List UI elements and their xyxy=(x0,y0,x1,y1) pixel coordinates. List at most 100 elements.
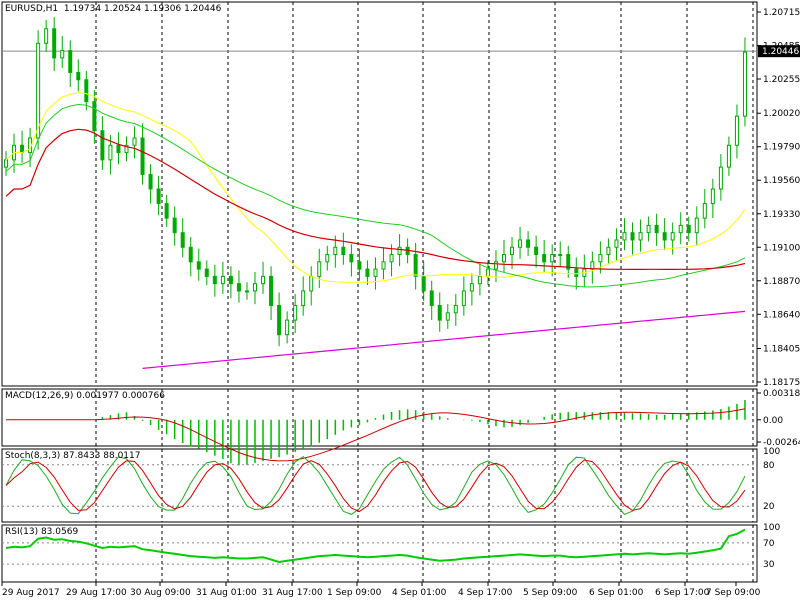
candle-body xyxy=(526,239,531,248)
main-pane-border xyxy=(1,1,758,387)
time-label: 7 Sep 09:00 xyxy=(706,588,761,598)
price-tick-label: 1.19100 xyxy=(763,243,800,253)
candle-body xyxy=(550,254,555,263)
ma-long-line xyxy=(142,310,746,369)
candle-body xyxy=(196,261,201,270)
candle-body xyxy=(381,261,386,270)
price-tick-label: 1.19560 xyxy=(763,176,800,186)
price-tick-label: 1.18870 xyxy=(763,277,800,287)
candle-body xyxy=(558,254,563,257)
macd-tick-label: -0.002647 xyxy=(763,438,800,448)
time-label: 29 Aug 17:00 xyxy=(66,588,127,598)
candle-body xyxy=(60,50,65,59)
candle-body xyxy=(36,42,41,139)
candle-body xyxy=(132,137,137,146)
candle-body xyxy=(341,246,346,256)
rsi-level-label: 70 xyxy=(763,539,775,549)
candle-body xyxy=(437,305,442,321)
candle-body xyxy=(349,254,354,263)
price-tick-label: 1.19790 xyxy=(763,143,800,153)
rsi-title: RSI(13) 83.0569 xyxy=(5,527,79,537)
candle-body xyxy=(365,268,370,277)
time-label: 5 Sep 09:00 xyxy=(523,588,578,598)
candle-body xyxy=(534,246,539,256)
candle-body xyxy=(654,224,659,234)
stoch-signal-line xyxy=(5,459,746,513)
candle-body xyxy=(261,275,266,285)
time-label: 1 Sep 09:00 xyxy=(327,588,382,598)
candle-body xyxy=(20,144,25,154)
candle-body xyxy=(477,275,482,285)
candle-body xyxy=(445,312,450,321)
price-tick-label: 1.18640 xyxy=(763,310,800,320)
candle-body xyxy=(510,246,515,256)
candle-body xyxy=(694,217,699,234)
price-tick-label: 1.18405 xyxy=(763,344,800,354)
candle-body xyxy=(172,217,177,234)
candle-body xyxy=(124,144,129,154)
time-label: 4 Sep 01:00 xyxy=(392,588,447,598)
stoch-pane-border xyxy=(1,448,758,523)
stoch-level-label: 20 xyxy=(763,502,775,512)
candle-body xyxy=(453,305,458,314)
price-tick-label: 1.20715 xyxy=(763,8,800,18)
candle-body xyxy=(485,268,490,277)
candle-body xyxy=(421,275,426,292)
time-label: 6 Sep 01:00 xyxy=(589,588,644,598)
candle-body xyxy=(220,275,225,285)
candle-body xyxy=(590,261,595,270)
macd-title: MACD(12,26,9) 0.001977 0.000766 xyxy=(5,391,165,401)
candle-body xyxy=(277,305,282,336)
candle-body xyxy=(148,173,153,190)
candle-body xyxy=(325,254,330,263)
candle-body xyxy=(469,283,474,292)
candle-body xyxy=(44,28,49,44)
ma-mid-line xyxy=(5,103,746,288)
candle-body xyxy=(253,283,257,292)
ma-slow-line xyxy=(5,128,746,270)
stoch-level-label: 80 xyxy=(763,461,775,471)
candle-body xyxy=(734,115,739,146)
ma-fast-line xyxy=(5,92,746,283)
symbol-title: EURUSD,H1 xyxy=(5,4,59,14)
time-label: 4 Sep 17:00 xyxy=(458,588,513,598)
macd-pane-border xyxy=(1,388,758,447)
candle-body xyxy=(461,290,466,307)
candle-body xyxy=(228,275,233,285)
candle-body xyxy=(108,144,113,161)
time-label: 29 Aug 2017 xyxy=(2,588,60,598)
candle-body xyxy=(566,254,571,270)
current-price-box xyxy=(758,45,800,58)
candle-body xyxy=(357,261,362,270)
candle-body xyxy=(726,144,731,168)
candle-body xyxy=(429,290,434,307)
time-label: 31 Aug 01:00 xyxy=(196,588,257,598)
rsi-pane-border xyxy=(1,524,758,583)
candle-body xyxy=(614,239,619,248)
candle-body xyxy=(76,71,81,81)
candle-body xyxy=(116,144,121,154)
candle-body xyxy=(710,188,715,205)
stoch-level-label: 100 xyxy=(763,447,780,457)
rsi-level-label: 100 xyxy=(763,523,780,533)
price-tick-label: 1.18175 xyxy=(763,378,800,388)
candle-body xyxy=(236,283,241,292)
candle-body xyxy=(718,166,723,190)
candle-body xyxy=(269,275,274,307)
candle-body xyxy=(662,232,667,241)
candle-body xyxy=(180,232,185,248)
candle-body xyxy=(100,130,105,161)
candle-body xyxy=(646,224,651,234)
candle-body xyxy=(52,28,57,59)
time-label: 6 Sep 17:00 xyxy=(655,588,710,598)
candle-body xyxy=(156,188,161,205)
candle-body xyxy=(293,305,298,321)
candle-body xyxy=(622,232,627,241)
candle-body xyxy=(309,275,314,292)
candle-body xyxy=(397,246,402,256)
candle-body xyxy=(212,275,217,285)
candle-body xyxy=(301,290,306,307)
candle-body xyxy=(68,50,73,73)
candle-body xyxy=(518,239,523,248)
macd-tick-label: 0.00 xyxy=(763,416,783,426)
